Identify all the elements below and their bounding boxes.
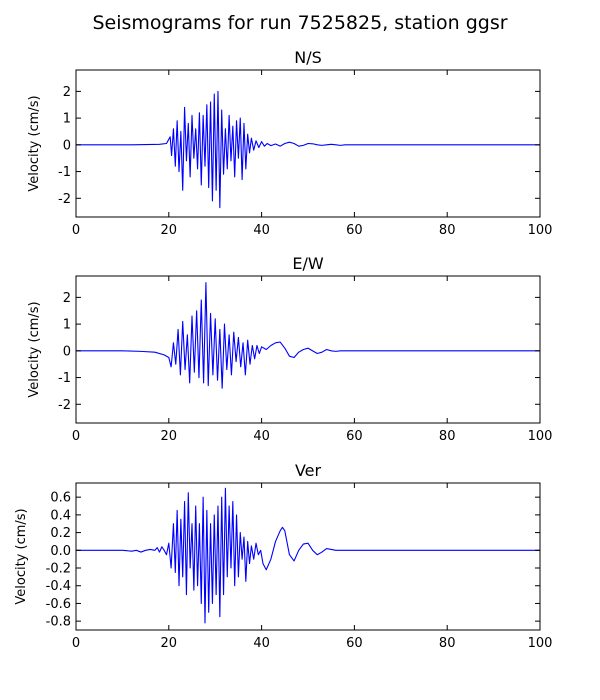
y-tick-label: 0 <box>63 138 71 153</box>
x-tick-label: 100 <box>528 636 553 651</box>
x-tick-label: 20 <box>161 429 178 444</box>
x-tick-label: 0 <box>72 429 80 444</box>
y-tick-label: -2 <box>58 192 71 207</box>
chart-panel-2: E/W 0 20 40 60 80 100 -2 -1 0 1 2 Velocity (cm/s) <box>27 254 552 444</box>
y-tick-label: -2 <box>58 398 71 413</box>
x-tick-label: 40 <box>253 429 270 444</box>
velocity-series-line <box>76 90 540 209</box>
x-tick-label: 100 <box>528 223 553 238</box>
y-axis-label: Velocity (cm/s) <box>27 95 42 191</box>
x-tick-label: 20 <box>161 223 178 238</box>
axes-frame <box>75 275 541 424</box>
y-tick-label: -1 <box>58 165 71 180</box>
velocity-series-line <box>76 282 540 389</box>
axes-frame <box>75 69 541 218</box>
panel-title: Ver <box>295 461 322 480</box>
x-tick-label: 20 <box>161 636 178 651</box>
y-tick-label: -0.8 <box>46 615 71 630</box>
velocity-series-line <box>76 487 540 624</box>
y-tick-label: 0.6 <box>50 491 71 506</box>
x-tick-label: 60 <box>346 636 363 651</box>
x-tick-label: 100 <box>528 429 553 444</box>
x-tick-label: 60 <box>346 429 363 444</box>
chart-panel-1: N/S 0 20 40 60 80 100 -2 -1 0 1 2 Velocity (cm/s) <box>27 48 552 238</box>
chart-panel-3: Ver 0 20 40 60 80 100 -0.8 -0.6 -0.4 -0.2 0.0 0.2 0.4… <box>14 461 552 651</box>
y-tick-label: 0.0 <box>50 544 71 559</box>
x-tick-label: 0 <box>72 223 80 238</box>
x-tick-label: 60 <box>346 223 363 238</box>
panel-title: E/W <box>292 254 324 273</box>
y-tick-label: 0.2 <box>50 526 71 541</box>
panel-title: N/S <box>294 48 322 67</box>
y-tick-label: 1 <box>63 318 71 333</box>
y-tick-label: 2 <box>63 85 71 100</box>
figure-title: Seismograms for run 7525825, station ggs… <box>92 12 507 34</box>
y-axis-label: Velocity (cm/s) <box>27 301 42 397</box>
y-tick-label: 0 <box>63 344 71 359</box>
y-tick-label: -0.2 <box>46 562 71 577</box>
y-tick-label: -0.4 <box>46 579 71 594</box>
x-tick-label: 0 <box>72 636 80 651</box>
y-tick-label: 2 <box>63 291 71 306</box>
y-tick-label: 0.4 <box>50 508 71 523</box>
x-tick-label: 80 <box>439 429 456 444</box>
x-tick-label: 80 <box>439 223 456 238</box>
x-tick-label: 80 <box>439 636 456 651</box>
y-axis-label: Velocity (cm/s) <box>14 508 29 604</box>
x-tick-label: 40 <box>253 223 270 238</box>
x-tick-label: 40 <box>253 636 270 651</box>
y-tick-label: -1 <box>58 371 71 386</box>
y-tick-label: 1 <box>63 112 71 127</box>
y-tick-label: -0.6 <box>46 597 71 612</box>
axes-frame <box>75 482 541 631</box>
